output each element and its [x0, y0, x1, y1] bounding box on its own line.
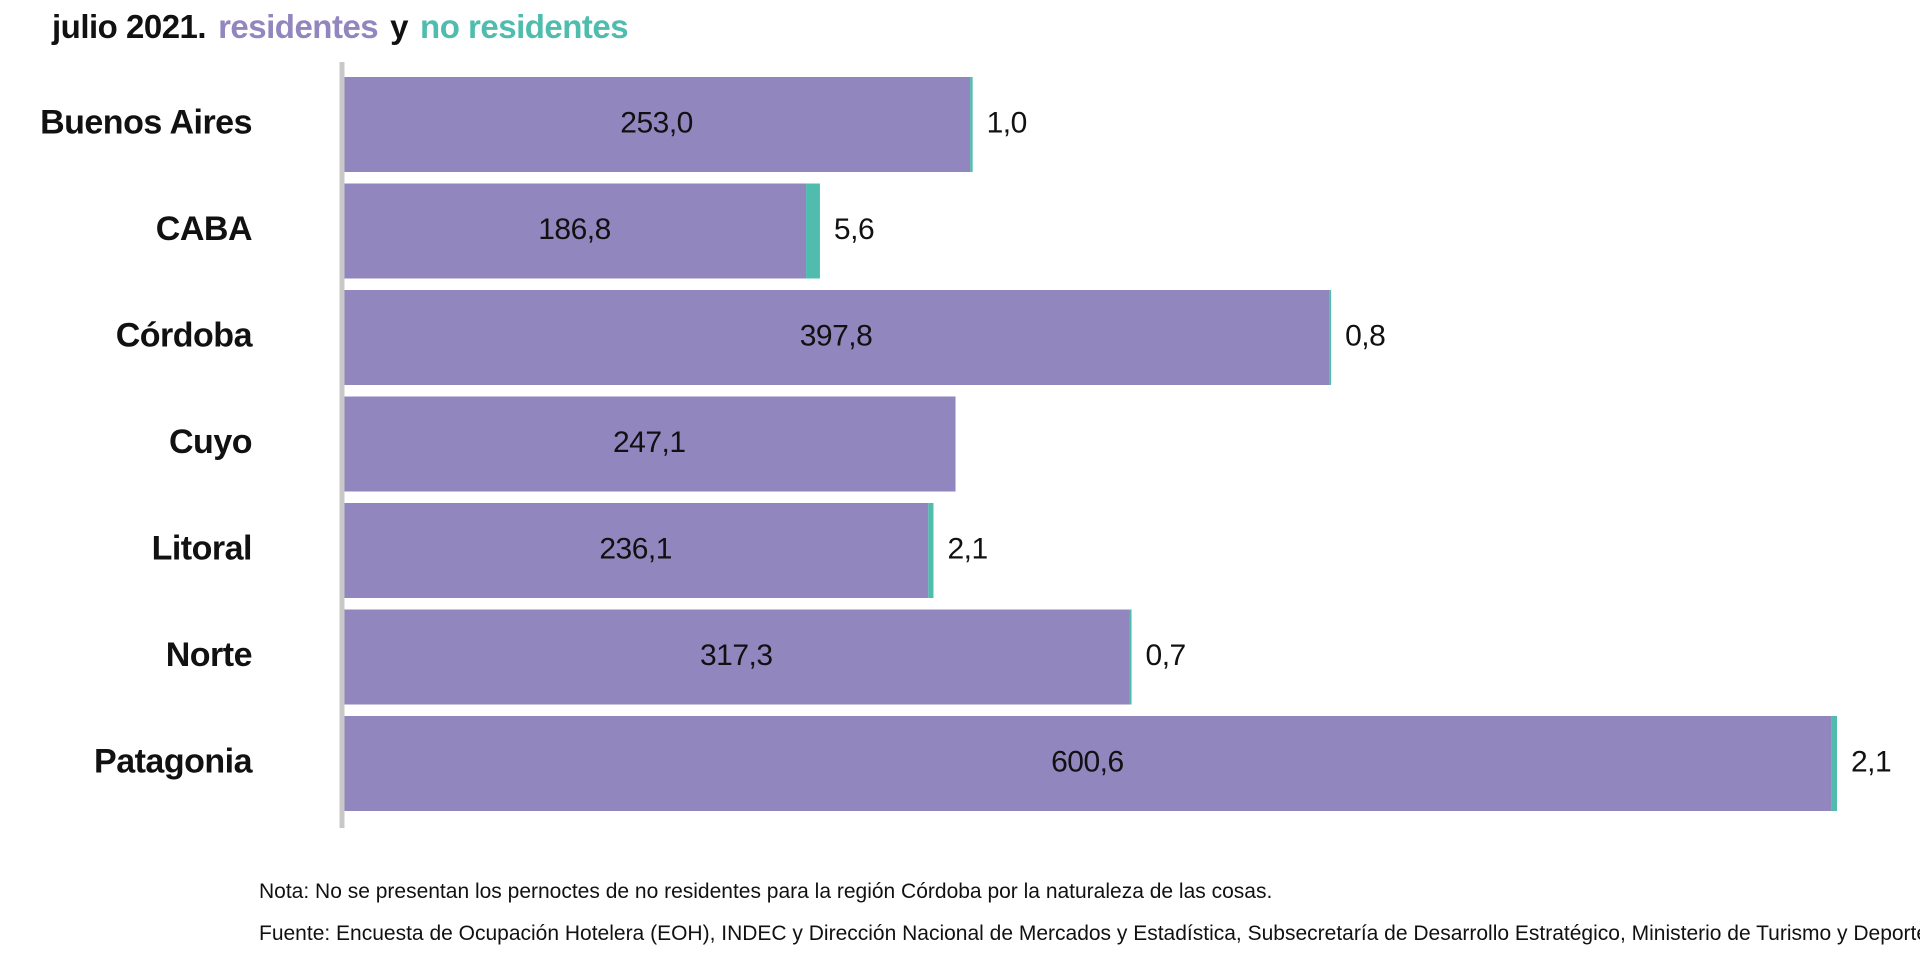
bar-residentes [343, 396, 956, 492]
chart-title: julio 2021. residentes y no residentes [52, 8, 629, 46]
bar-no-residentes [1129, 609, 1132, 705]
category-label: Cuyo [169, 423, 252, 461]
bar-residentes [343, 716, 1832, 811]
bar-chart: Buenos Aires 253,0 1,0 CABA 186,8 5,6 Córdoba 3… [40, 62, 1892, 828]
value-label-residentes: 600,6 [1051, 745, 1124, 778]
chart-source: Fuente: Encuesta de Ocupación Hotelera (… [259, 922, 1920, 945]
value-label-residentes: 186,8 [538, 213, 611, 246]
bar-residentes [343, 503, 929, 598]
category-label: Norte [166, 636, 252, 674]
chart-note: Nota: No se presentan los pernoctes de n… [259, 880, 1273, 903]
category-label: Patagonia [94, 742, 254, 780]
value-label-residentes: 253,0 [620, 106, 693, 139]
bar-no-residentes [1329, 290, 1332, 385]
value-label-no-residentes: 0,7 [1146, 639, 1186, 672]
category-label: Córdoba [116, 316, 254, 354]
value-label-residentes: 317,3 [700, 639, 773, 672]
category-label: Buenos Aires [40, 103, 252, 141]
bar-residentes [343, 77, 971, 172]
bar-no-residentes [970, 77, 973, 172]
value-label-no-residentes: 2,1 [947, 532, 987, 565]
title-no-residentes-legend: no residentes [420, 8, 629, 45]
bars-group: Buenos Aires 253,0 1,0 CABA 186,8 5,6 Córdoba 3… [40, 77, 1892, 811]
value-label-no-residentes: 2,1 [1851, 745, 1891, 778]
value-label-residentes: 236,1 [599, 532, 672, 565]
title-connector: y [390, 8, 409, 45]
bar-residentes [343, 183, 807, 279]
value-label-residentes: 397,8 [800, 319, 873, 352]
title-prefix: julio 2021. [52, 8, 207, 45]
value-label-no-residentes: 5,6 [834, 213, 874, 246]
bar-no-residentes [928, 503, 934, 598]
value-label-no-residentes: 1,0 [987, 106, 1027, 139]
category-label: Litoral [152, 529, 252, 567]
bar-residentes [343, 290, 1330, 385]
value-label-residentes: 247,1 [613, 426, 686, 459]
bar-no-residentes [806, 183, 820, 279]
bar-residentes [343, 609, 1130, 705]
value-label-no-residentes: 0,8 [1345, 319, 1385, 352]
category-label: CABA [156, 210, 252, 248]
bar-no-residentes [1831, 716, 1837, 811]
title-residentes-legend: residentes [218, 8, 379, 45]
